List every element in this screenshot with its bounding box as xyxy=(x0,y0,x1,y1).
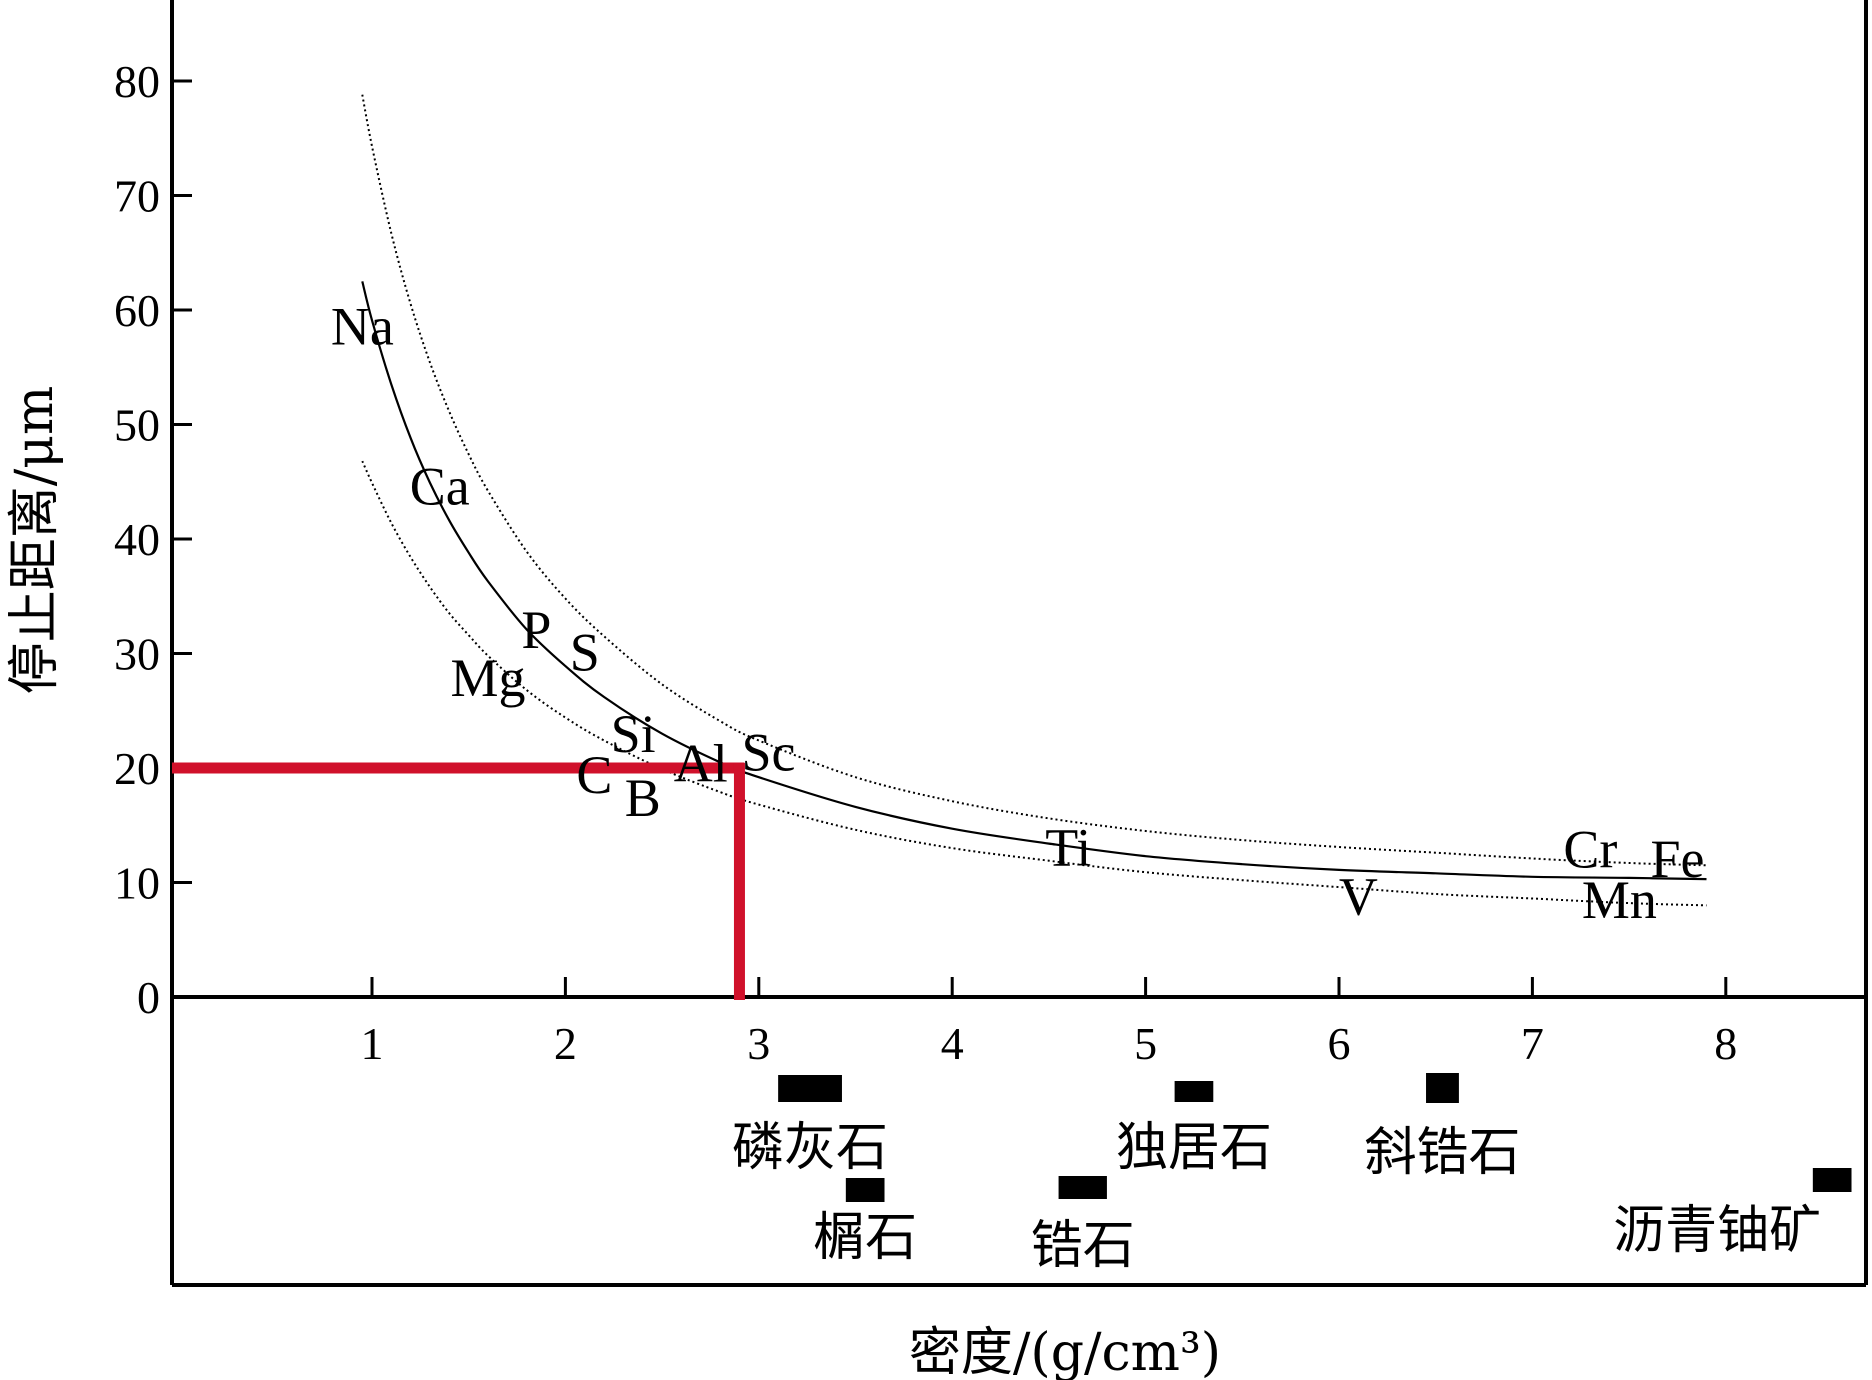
x-tick-label: 4 xyxy=(941,1018,964,1069)
element-label-s: S xyxy=(570,623,600,683)
element-label-mg: Mg xyxy=(451,648,526,708)
element-label-ti: Ti xyxy=(1045,817,1091,877)
element-label-al: Al xyxy=(674,734,728,794)
mineral-label-1: 榍石 xyxy=(813,1208,917,1268)
element-label-cr: Cr xyxy=(1563,820,1617,880)
mineral-bar-2 xyxy=(1058,1176,1107,1199)
element-label-na: Na xyxy=(331,296,394,356)
y-tick-label: 70 xyxy=(114,171,160,222)
mineral-label-2: 锆石 xyxy=(1031,1216,1135,1276)
y-tick-label: 50 xyxy=(114,400,160,451)
y-tick-label: 30 xyxy=(114,629,160,680)
element-label-p: P xyxy=(521,600,551,660)
x-tick-label: 5 xyxy=(1134,1018,1157,1069)
x-tick-label: 1 xyxy=(361,1018,384,1069)
mineral-bar-5 xyxy=(1812,1168,1852,1192)
y-tick-label: 20 xyxy=(114,743,160,794)
element-label-c: C xyxy=(576,745,612,805)
element-label-mn: Mn xyxy=(1582,870,1657,930)
x-axis-title: 密度/(g/cm³) xyxy=(909,1323,1221,1380)
upper-bound-curve xyxy=(361,94,1707,867)
y-tick-label: 10 xyxy=(114,858,160,909)
x-tick-label: 7 xyxy=(1521,1018,1544,1069)
y-tick-label: 80 xyxy=(114,56,160,107)
element-label-b: B xyxy=(625,768,661,828)
mineral-bar-3 xyxy=(1174,1081,1214,1102)
mineral-bar-4 xyxy=(1426,1073,1459,1103)
mineral-label-0: 磷灰石 xyxy=(732,1118,888,1178)
x-tick-label: 6 xyxy=(1328,1018,1351,1069)
guide-lines xyxy=(172,762,745,1000)
mineral-label-3: 独居石 xyxy=(1116,1118,1272,1178)
x-tick-label: 8 xyxy=(1714,1018,1737,1069)
y-tick-label: 0 xyxy=(137,972,160,1023)
stopping-distance-curve xyxy=(361,281,1707,881)
x-tick-label: 3 xyxy=(747,1018,770,1069)
curves xyxy=(361,94,1707,907)
mineral-bar-0 xyxy=(778,1075,842,1102)
element-label-ca: Ca xyxy=(410,457,470,517)
y-axis-title: 停止距离/μm xyxy=(5,386,65,695)
element-label-sc: Sc xyxy=(741,722,795,782)
element-label-si: Si xyxy=(611,704,656,764)
element-label-fe: Fe xyxy=(1650,829,1704,889)
y-tick-label: 60 xyxy=(114,285,160,336)
x-tick-label: 2 xyxy=(554,1018,577,1069)
mineral-label-4: 斜锆石 xyxy=(1364,1123,1520,1183)
mineral-label-5: 沥青铀矿 xyxy=(1613,1201,1821,1261)
mineral-bar-1 xyxy=(845,1178,885,1202)
element-label-v: V xyxy=(1339,867,1378,927)
axes: 0 10 20 30 40 50 60 70 80 1 2 3 4 5 6 7 8 xyxy=(114,0,1868,1287)
y-tick-label: 40 xyxy=(114,514,160,565)
lower-bound-curve xyxy=(361,460,1707,907)
